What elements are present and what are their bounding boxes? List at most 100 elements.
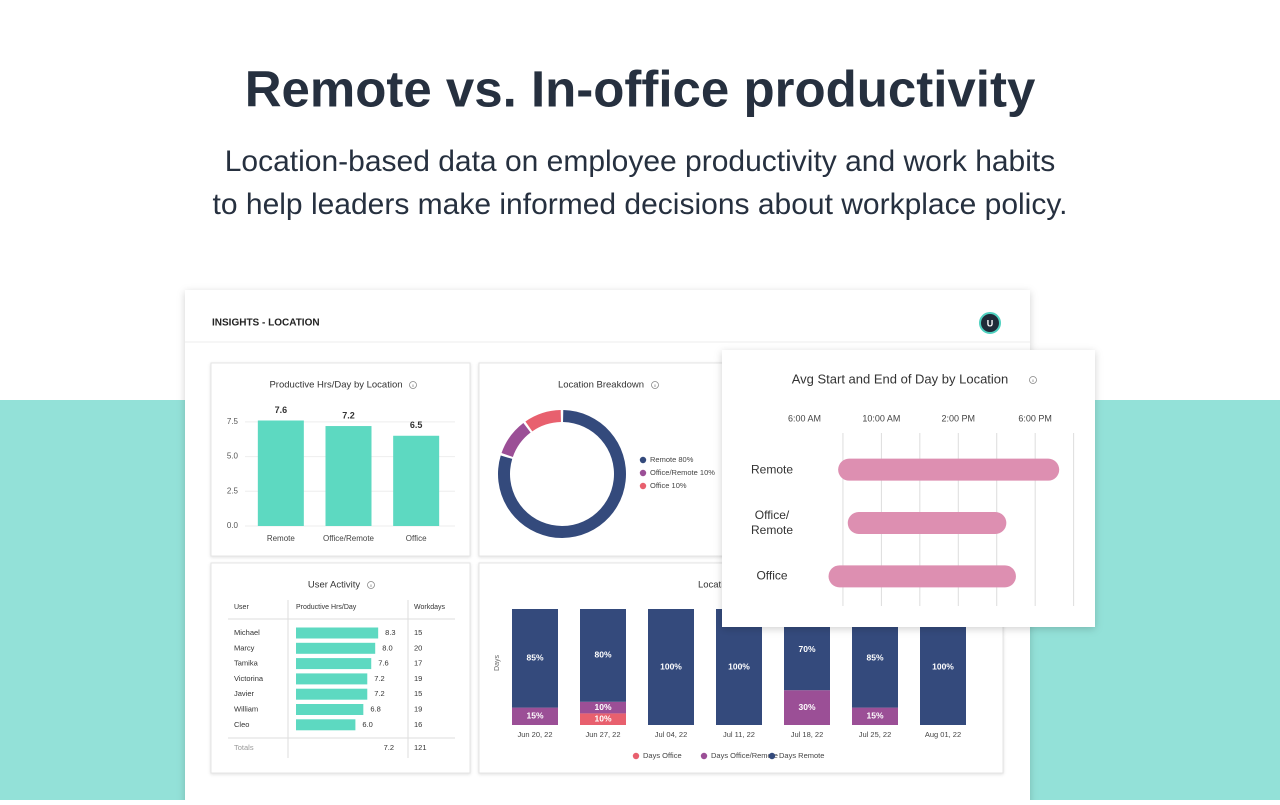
column-header: Workdays bbox=[414, 604, 445, 611]
workdays: 19 bbox=[414, 674, 422, 683]
workdays: 15 bbox=[414, 628, 422, 637]
legend-label: Days Remote bbox=[779, 751, 824, 760]
x-tick-label: 6:00 PM bbox=[1018, 413, 1052, 423]
bar bbox=[393, 435, 440, 526]
value-label: 15% bbox=[526, 711, 543, 721]
user-name: Victorina bbox=[234, 674, 264, 683]
legend-value: 10% bbox=[672, 481, 687, 490]
hours-bar bbox=[296, 642, 376, 654]
legend-entry: Remote 80% bbox=[650, 455, 694, 464]
legend-label: Days Office/Remote bbox=[711, 751, 778, 760]
bar-segment bbox=[784, 690, 830, 725]
user-name: William bbox=[234, 704, 258, 713]
info-icon bbox=[367, 581, 375, 589]
bar bbox=[257, 420, 304, 526]
x-tick-label: Office bbox=[406, 534, 427, 543]
legend-label: Days Office bbox=[643, 751, 682, 760]
hours-bar bbox=[296, 704, 364, 715]
user-name: Marcy bbox=[234, 643, 255, 652]
chart-title: Productive Hrs/Day by Location bbox=[269, 380, 402, 391]
hours-value: 8.3 bbox=[385, 628, 395, 637]
value-label: 85% bbox=[526, 653, 543, 663]
bar-segment bbox=[716, 609, 762, 725]
y-tick-label: 7.5 bbox=[227, 417, 239, 426]
legend-value: 10% bbox=[700, 468, 715, 477]
hours-value: 6.0 bbox=[362, 720, 372, 729]
donut-segment bbox=[501, 422, 531, 457]
x-tick-label: 6:00 AM bbox=[788, 413, 821, 423]
bar-segment bbox=[512, 707, 558, 725]
subtitle: to help leaders make informed decisions … bbox=[213, 188, 1068, 221]
value-label: 100% bbox=[728, 661, 750, 671]
dashboard-title: INSIGHTS - LOCATION bbox=[212, 318, 320, 329]
charts: Productive Hrs/Day by Location 0.0 2.5 5.0 7… bbox=[227, 380, 966, 760]
bar-segment bbox=[580, 713, 626, 725]
hours-value: 7.2 bbox=[374, 689, 384, 698]
bar-segment bbox=[920, 609, 966, 725]
legend-label: Office bbox=[650, 481, 669, 490]
user-name: Cleo bbox=[234, 720, 249, 729]
user-name: Michael bbox=[234, 628, 260, 637]
x-tick-label: Jun 27, 22 bbox=[585, 730, 620, 739]
y-tick-label: 5.0 bbox=[227, 452, 239, 461]
value-label: 10% bbox=[594, 713, 611, 723]
bar-segment bbox=[852, 707, 898, 725]
hours-bar bbox=[296, 627, 379, 639]
info-icon bbox=[651, 381, 659, 389]
x-tick-label: Office/Remote bbox=[323, 534, 375, 543]
hours-bar bbox=[296, 688, 368, 700]
value-label: 85% bbox=[866, 653, 883, 663]
value-label: 70% bbox=[798, 644, 815, 654]
range-bar bbox=[828, 565, 1016, 588]
range-bar bbox=[838, 458, 1060, 481]
y-tick-label: Office bbox=[756, 568, 788, 583]
x-tick-label: 10:00 AM bbox=[862, 413, 900, 423]
hours-bar bbox=[296, 658, 372, 670]
hours-value: 6.8 bbox=[370, 704, 380, 713]
workdays: 15 bbox=[414, 689, 422, 698]
value-label: 6.5 bbox=[410, 420, 423, 430]
range-bar bbox=[847, 512, 1007, 534]
legend-label: Office/Remote bbox=[650, 468, 698, 477]
column-header: Productive Hrs/Day bbox=[296, 604, 357, 611]
value-label: 15% bbox=[866, 711, 883, 721]
avatar[interactable] bbox=[979, 312, 1001, 334]
x-tick-label: 2:00 PM bbox=[942, 413, 976, 423]
workdays: 16 bbox=[414, 720, 422, 729]
avatar-initial[interactable]: U bbox=[987, 318, 994, 328]
x-tick-label: Jun 20, 22 bbox=[517, 730, 552, 739]
bar-segment bbox=[648, 609, 694, 725]
subtitle: Location-based data on employee producti… bbox=[225, 145, 1056, 178]
column-header: User bbox=[234, 604, 249, 611]
info-icon bbox=[1029, 376, 1037, 384]
x-tick-label: Jul 04, 22 bbox=[655, 730, 688, 739]
bar-segment bbox=[580, 609, 626, 702]
workdays: 17 bbox=[414, 659, 422, 668]
workdays: 20 bbox=[414, 643, 422, 652]
bar-segment bbox=[580, 701, 626, 714]
x-tick-label: Jul 11, 22 bbox=[723, 730, 755, 739]
hours-value: 7.2 bbox=[374, 674, 384, 683]
value-label: 80% bbox=[594, 650, 611, 660]
table-title: User Activity bbox=[308, 580, 361, 591]
legend-label: Remote bbox=[650, 455, 676, 464]
info-icon bbox=[409, 381, 417, 389]
legend-entry: Office 10% bbox=[650, 481, 687, 490]
bar bbox=[325, 426, 372, 526]
legend-swatch bbox=[639, 469, 647, 477]
chart-title: Avg Start and End of Day by Location bbox=[792, 371, 1009, 386]
bar-segment bbox=[512, 609, 558, 708]
x-tick-label: Aug 01, 22 bbox=[925, 730, 961, 739]
y-axis-label: Days bbox=[494, 655, 501, 671]
y-tick-label: 2.5 bbox=[227, 486, 239, 495]
x-tick-label: Jul 18, 22 bbox=[791, 730, 824, 739]
legend-swatch bbox=[639, 482, 647, 490]
value-label: 7.6 bbox=[275, 405, 288, 415]
legend-value: 80% bbox=[678, 455, 693, 464]
overlay-chart: Avg Start and End of Day by Location 6:00… bbox=[788, 371, 1075, 606]
value-label: 30% bbox=[798, 702, 815, 712]
hours-value: 8.0 bbox=[382, 643, 392, 652]
workdays: 19 bbox=[414, 704, 422, 713]
